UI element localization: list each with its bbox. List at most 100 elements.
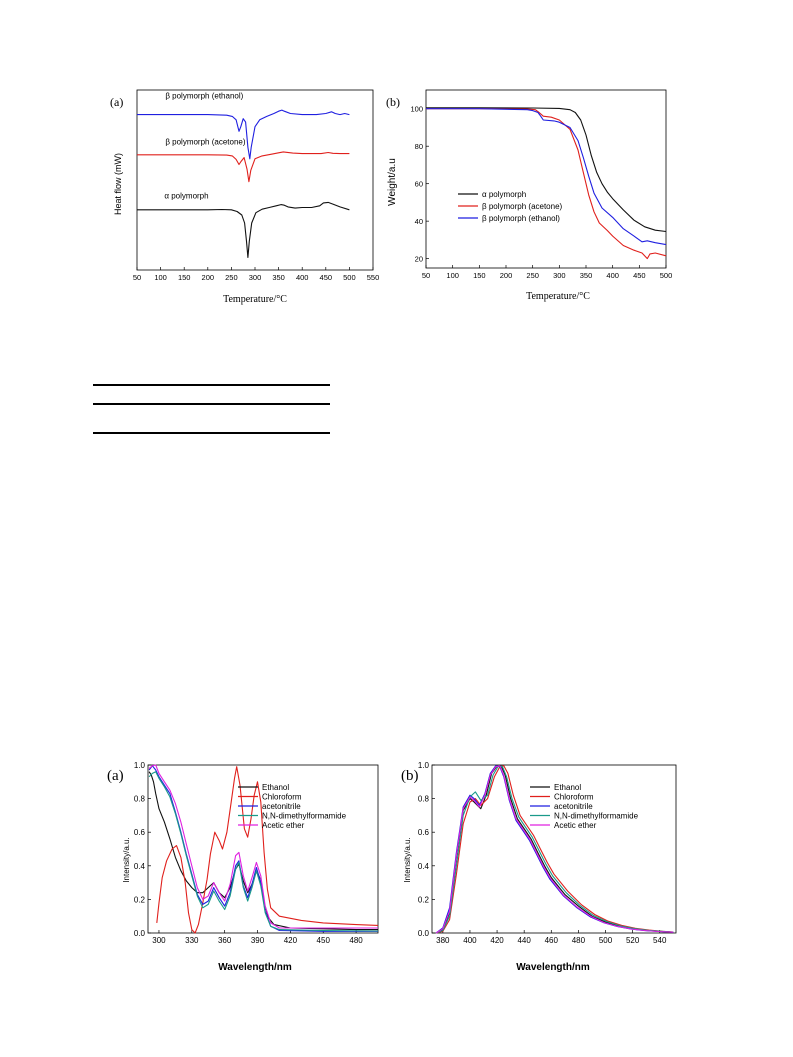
- tga-y-tick-label: 40: [415, 217, 423, 226]
- dsc-series-label-2: α polymorph: [164, 191, 208, 200]
- tga-plot: (b) Weight/a.u Temperature/°C 50 100 150 20…: [386, 89, 673, 302]
- tga-y-tick-label: 60: [415, 180, 423, 189]
- em-plot-frame: [431, 764, 677, 934]
- dsc-x-tick-label: 100: [154, 273, 167, 282]
- emission-plot: (b) Intensity/a.u. Wavelength/nm 380 400 4…: [401, 761, 677, 973]
- emission-chart: (b) Intensity/a.u. Wavelength/nm 380 400 4…: [398, 755, 688, 975]
- dsc-plot-frame: [136, 89, 374, 271]
- abs-y-tick-label: 0.2: [134, 895, 146, 904]
- tga-x-tick-label: 500: [660, 271, 673, 280]
- abs-y-tick-label: 0.8: [134, 795, 146, 804]
- dsc-series-line-0: [137, 109, 350, 160]
- abs-series-line-4: [148, 764, 378, 929]
- abs-y-tick-label: 1.0: [134, 761, 146, 770]
- dsc-x-tick-label: 150: [178, 273, 191, 282]
- em-series-line-4: [435, 765, 674, 934]
- dsc-x-tick-label: 300: [249, 273, 262, 282]
- tga-series-line-0: [426, 107, 667, 233]
- abs-series-line-3: [148, 771, 379, 932]
- tga-y-tick-label: 80: [415, 142, 423, 151]
- em-x-tick-label: 460: [545, 936, 559, 945]
- tga-y-tick-label: 20: [415, 255, 423, 264]
- dsc-x-tick-label: 400: [296, 273, 309, 282]
- dsc-x-tick-label: 450: [320, 273, 333, 282]
- table-bottom-rule: [93, 432, 330, 434]
- table-header-rule: [93, 403, 330, 405]
- em-y-tick-label: 1.0: [418, 761, 430, 770]
- abs-panel-label: (a): [107, 768, 124, 784]
- tga-x-tick-label: 150: [473, 271, 486, 280]
- abs-legend-label-1: Chloroform: [262, 793, 302, 802]
- em-legend-label-0: Ethanol: [554, 783, 581, 792]
- tga-x-tick-label: 250: [526, 271, 539, 280]
- abs-x-tick-label: 300: [152, 936, 166, 945]
- tga-legend-label-1: β polymorph (acetone): [482, 202, 563, 211]
- em-x-tick-label: 520: [626, 936, 640, 945]
- em-x-tick-label: 420: [490, 936, 504, 945]
- dsc-x-tick-label: 350: [272, 273, 285, 282]
- abs-xlabel: Wavelength/nm: [218, 962, 292, 973]
- dsc-series-label-1: β polymorph (acetone): [165, 137, 246, 146]
- dsc-series-line-1: [137, 151, 350, 183]
- abs-ylabel: Intensity/a.u.: [122, 837, 131, 882]
- dsc-x-tick-label: 500: [343, 273, 356, 282]
- abs-legend-label-2: acetonitrile: [262, 802, 301, 811]
- em-y-tick-label: 0.8: [418, 795, 430, 804]
- dsc-plot: (a) Heat flow (mW) Temperature/°C 50 100 1…: [110, 89, 380, 305]
- dsc-x-tick-label: 200: [202, 273, 215, 282]
- tga-chart: (b) Weight/a.u Temperature/°C 50 100 150 20…: [378, 82, 678, 307]
- tga-series-line-1: [426, 108, 667, 260]
- abs-x-tick-label: 390: [251, 936, 265, 945]
- dsc-x-tick-label: 550: [367, 273, 380, 282]
- tga-x-tick-label: 300: [553, 271, 566, 280]
- tga-x-tick-label: 100: [446, 271, 459, 280]
- tga-plot-frame: [425, 89, 667, 269]
- em-xlabel: Wavelength/nm: [516, 962, 590, 973]
- tga-ylabel: Weight/a.u: [387, 158, 398, 206]
- em-y-tick-label: 0.4: [418, 862, 430, 871]
- dsc-chart: (a) Heat flow (mW) Temperature/°C 50 100 1…: [95, 82, 385, 307]
- abs-y-tick-label: 0.6: [134, 828, 146, 837]
- em-x-tick-label: 440: [517, 936, 531, 945]
- absorption-chart: (a) Intensity/a.u. Wavelength/nm 300 330 3…: [100, 755, 385, 975]
- em-x-tick-label: 380: [436, 936, 450, 945]
- em-ylabel: Intensity/a.u.: [403, 837, 412, 882]
- abs-plot-frame: [147, 764, 379, 934]
- abs-legend-label-3: N,N-dimethylformamide: [262, 812, 347, 821]
- em-legend-label-3: N,N-dimethylformamide: [554, 812, 639, 821]
- em-panel-label: (b): [401, 768, 419, 784]
- tga-legend-label-2: β polymorph (ethanol): [482, 214, 560, 223]
- absorption-plot: (a) Intensity/a.u. Wavelength/nm 300 330 3…: [107, 761, 379, 973]
- dsc-x-tick-label: 50: [133, 273, 141, 282]
- tga-panel-label: (b): [386, 95, 400, 109]
- em-legend-label-4: Acetic ether: [554, 821, 597, 830]
- abs-y-tick-label: 0.4: [134, 862, 146, 871]
- abs-x-tick-label: 420: [284, 936, 298, 945]
- em-series-line-1: [435, 765, 674, 934]
- abs-x-tick-label: 480: [349, 936, 363, 945]
- em-y-tick-label: 0.6: [418, 828, 430, 837]
- em-legend-label-1: Chloroform: [554, 793, 594, 802]
- abs-x-tick-label: 360: [218, 936, 232, 945]
- tga-xlabel: Temperature/°C: [526, 291, 590, 302]
- em-x-tick-label: 540: [653, 936, 667, 945]
- tga-x-tick-label: 50: [422, 271, 430, 280]
- tga-series-line-2: [426, 108, 667, 246]
- em-x-tick-label: 480: [572, 936, 586, 945]
- em-y-tick-label: 0.2: [418, 895, 430, 904]
- tga-x-tick-label: 450: [633, 271, 646, 280]
- abs-legend-label-0: Ethanol: [262, 783, 289, 792]
- dsc-ylabel: Heat flow (mW): [113, 153, 123, 215]
- abs-y-tick-label: 0.0: [134, 929, 146, 938]
- dsc-panel-label: (a): [110, 95, 123, 109]
- tga-x-tick-label: 200: [500, 271, 513, 280]
- tga-x-tick-label: 350: [580, 271, 593, 280]
- em-y-tick-label: 0.0: [418, 929, 430, 938]
- em-x-tick-label: 500: [599, 936, 613, 945]
- abs-x-tick-label: 450: [317, 936, 331, 945]
- tga-legend-label-0: α polymorph: [482, 190, 526, 199]
- table-top-rule: [93, 384, 330, 386]
- dsc-series-line-2: [137, 201, 350, 258]
- dsc-xlabel: Temperature/°C: [223, 294, 287, 305]
- tga-y-tick-label: 100: [410, 105, 423, 114]
